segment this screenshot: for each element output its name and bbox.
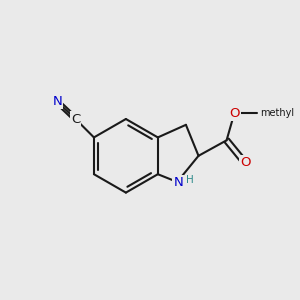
Text: O: O — [229, 107, 240, 120]
Text: N: N — [173, 176, 183, 189]
Text: N: N — [52, 95, 62, 108]
Text: methyl: methyl — [260, 108, 295, 118]
Text: H: H — [186, 175, 194, 185]
Text: C: C — [71, 112, 80, 125]
Text: O: O — [241, 156, 251, 169]
